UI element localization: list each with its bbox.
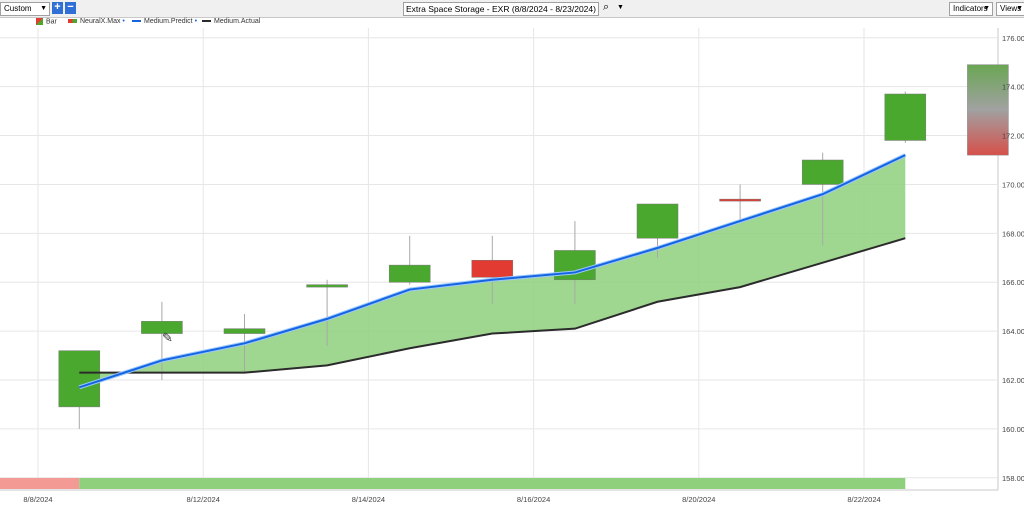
y-tick-label: 158.00: [1002, 474, 1024, 483]
medium-predict-line: [78, 154, 906, 389]
candle-body: [223, 328, 266, 334]
candle-body: [801, 159, 844, 185]
candle-body: [884, 93, 927, 141]
forecast-bar: [967, 64, 1009, 156]
views-label: Views: [1000, 4, 1022, 13]
dot-icon: •: [120, 18, 125, 25]
cursor-icon: ✎: [162, 330, 173, 345]
symbol-title[interactable]: Extra Space Storage - EXR (8/8/2024 - 8/…: [403, 2, 599, 16]
signal-strip-segment: [0, 478, 80, 489]
symbol-title-text: Extra Space Storage - EXR (8/8/2024 - 8/…: [406, 4, 596, 14]
x-tick-label: 8/20/2024: [682, 495, 715, 504]
legend-predict: Medium.Predict •: [132, 18, 197, 25]
toolbar: Custom ▼ + − Extra Space Storage - EXR (…: [0, 0, 1024, 18]
series-lines: [78, 153, 907, 390]
indicators-label: Indicators: [953, 4, 988, 13]
chevron-down-icon: ▼: [1016, 5, 1023, 12]
candle-body: [388, 264, 431, 283]
candle-body: [471, 259, 514, 278]
chart-grid: [0, 28, 999, 491]
legend-bar: Bar: [36, 18, 57, 25]
x-tick-label: 8/14/2024: [352, 495, 385, 504]
indicators-button[interactable]: Indicators ▼: [949, 2, 993, 16]
candle-body: [141, 321, 183, 334]
y-tick-label: 170.00: [1002, 180, 1024, 189]
legend-predict-label: Medium.Predict: [144, 18, 193, 25]
candle-body: [58, 350, 101, 408]
dot-icon: •: [192, 18, 198, 25]
candle-body: [636, 203, 679, 239]
bar-swatch-icon: [36, 18, 43, 25]
x-tick-label: 8/12/2024: [187, 495, 220, 504]
views-button[interactable]: Views ▼: [996, 2, 1024, 16]
legend-neuralx: NeuralX.Max •: [68, 18, 125, 25]
x-tick-label: 8/8/2024: [23, 495, 52, 504]
y-axis: 158.00 160.00 162.00 164.00 166.00 168.00 170.…: [1002, 34, 1024, 483]
predict-line-icon: [132, 20, 141, 23]
view-select-value: Custom: [4, 4, 32, 13]
medium-actual-line: [79, 237, 906, 374]
signal-strip: [0, 478, 906, 489]
zoom-out-button[interactable]: −: [65, 2, 76, 14]
y-tick-label: 172.00: [1002, 132, 1024, 141]
y-tick-label: 176.00: [1002, 34, 1024, 43]
x-axis: 8/8/2024 8/12/2024 8/14/2024 8/16/2024 8/20/…: [23, 495, 880, 504]
candle-body: [719, 198, 761, 202]
search-icon[interactable]: ⌕: [603, 1, 610, 13]
view-select[interactable]: Custom ▼: [0, 2, 50, 16]
legend-bar-label: Bar: [46, 18, 57, 26]
neuralx-swatch-icon: [68, 19, 77, 24]
x-tick-label: 8/22/2024: [847, 495, 880, 504]
y-tick-label: 166.00: [1002, 278, 1024, 287]
chevron-down-icon: ▼: [40, 5, 47, 12]
y-tick-label: 168.00: [1002, 229, 1024, 238]
legend-actual-label: Medium.Actual: [214, 18, 261, 25]
actual-line-icon: [202, 20, 211, 23]
y-tick-label: 162.00: [1002, 376, 1024, 385]
legend-neuralx-label: NeuralX.Max: [80, 18, 121, 25]
y-tick-label: 164.00: [1002, 327, 1024, 336]
candles: [58, 64, 1009, 429]
y-tick-label: 174.00: [1002, 83, 1024, 92]
zoom-in-button[interactable]: +: [52, 2, 63, 14]
x-tick-label: 8/16/2024: [517, 495, 550, 504]
signal-strip-segment: [79, 478, 906, 489]
candle-body: [306, 284, 348, 288]
y-tick-label: 160.00: [1002, 425, 1024, 434]
chevron-down-icon[interactable]: ▼: [617, 4, 624, 11]
legend-actual: Medium.Actual: [202, 18, 260, 25]
chevron-down-icon: ▼: [983, 5, 990, 12]
